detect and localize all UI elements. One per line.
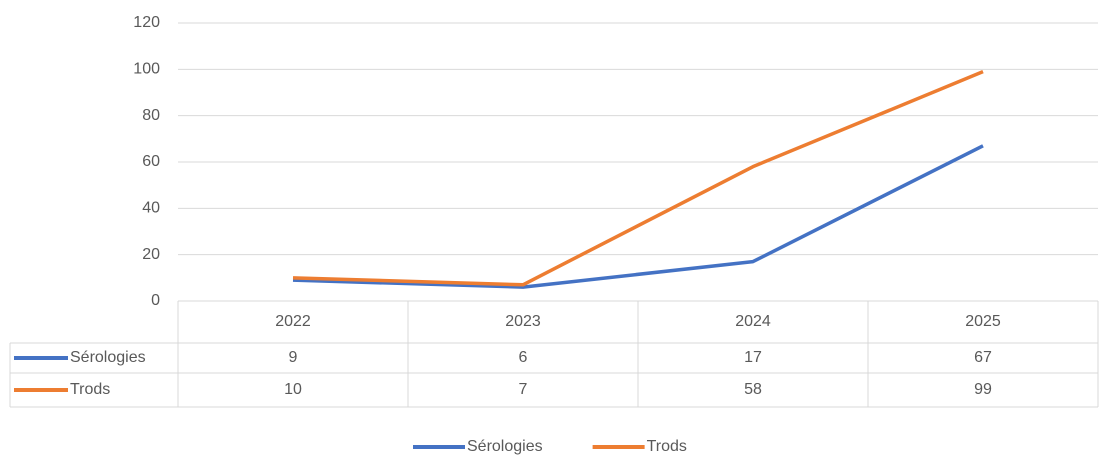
table-value: 7 [519, 381, 528, 398]
line-series [292, 144, 984, 289]
legend-label: Trods [647, 438, 687, 455]
table-value: 10 [284, 381, 302, 398]
row-label: Trods [70, 381, 110, 398]
line-series [292, 70, 984, 287]
y-tick-label: 0 [151, 292, 160, 309]
x-tick-label: 2025 [965, 313, 1001, 330]
table-value: 58 [744, 381, 762, 398]
y-tick-label: 20 [142, 246, 160, 263]
table-value: 9 [289, 349, 298, 366]
row-label: Sérologies [70, 349, 146, 366]
x-tick-label: 2024 [735, 313, 771, 330]
y-tick-label: 40 [142, 200, 160, 217]
y-tick-label: 100 [133, 61, 160, 78]
table-value: 17 [744, 349, 762, 366]
y-tick-label: 60 [142, 153, 160, 170]
table-value: 6 [519, 349, 528, 366]
x-tick-label: 2023 [505, 313, 541, 330]
y-tick-label: 120 [133, 14, 160, 31]
table-value: 99 [974, 381, 992, 398]
table-value: 67 [974, 349, 992, 366]
x-tick-label: 2022 [275, 313, 311, 330]
legend-label: Sérologies [467, 438, 543, 455]
y-tick-label: 80 [142, 107, 160, 124]
